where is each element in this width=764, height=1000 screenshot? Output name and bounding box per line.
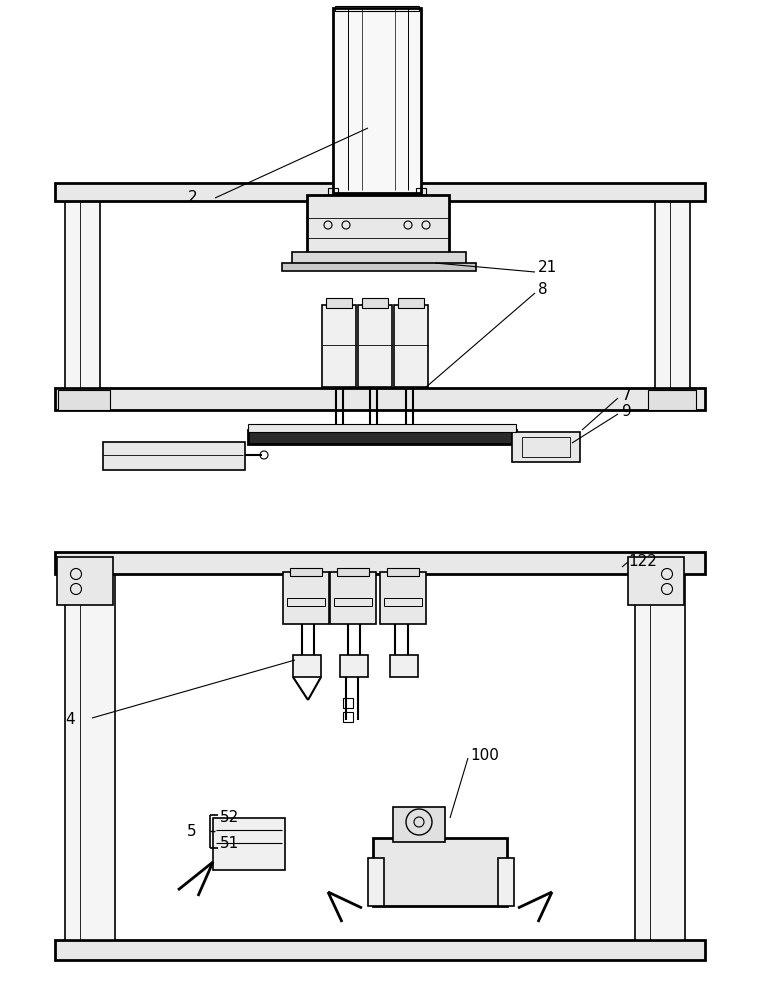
Bar [283, 572, 329, 624]
Bar [362, 298, 388, 308]
Bar [55, 183, 705, 201]
Bar [334, 598, 372, 606]
Bar [380, 572, 426, 624]
Bar [55, 940, 705, 960]
Text: 21: 21 [538, 260, 557, 275]
Bar [390, 655, 418, 677]
Bar [635, 570, 685, 940]
Bar [322, 305, 356, 387]
Text: 100: 100 [470, 748, 499, 762]
Bar [58, 390, 110, 410]
Bar [628, 557, 684, 605]
Bar [282, 263, 476, 271]
Bar [393, 807, 445, 842]
Bar [340, 655, 368, 677]
Text: 5: 5 [186, 824, 196, 838]
Bar [65, 195, 100, 388]
Bar [343, 712, 353, 722]
Text: 7: 7 [622, 387, 632, 402]
Bar [57, 557, 113, 605]
Bar [213, 818, 285, 870]
Bar [498, 858, 514, 906]
Bar [248, 424, 516, 432]
Bar [248, 430, 516, 444]
Bar [333, 8, 421, 193]
Bar [103, 442, 245, 470]
Text: 9: 9 [622, 404, 632, 420]
Text: 8: 8 [538, 282, 548, 298]
Bar [522, 437, 570, 457]
Bar [290, 568, 322, 576]
Text: 51: 51 [220, 836, 239, 850]
Bar [330, 572, 376, 624]
Bar [337, 568, 369, 576]
Bar [416, 188, 426, 202]
Text: 2: 2 [188, 190, 198, 206]
Bar [55, 552, 705, 574]
Bar [65, 570, 115, 940]
Bar [398, 298, 424, 308]
Text: 122: 122 [628, 554, 657, 570]
Bar [387, 568, 419, 576]
Bar [343, 698, 353, 708]
Text: 4: 4 [65, 712, 75, 728]
Bar [326, 298, 352, 308]
Bar [512, 432, 580, 462]
Bar [328, 188, 338, 202]
Bar [335, 6, 419, 11]
Bar [368, 858, 384, 906]
Bar [293, 655, 321, 677]
Bar [384, 598, 422, 606]
Bar [292, 252, 466, 266]
Bar [648, 390, 696, 410]
Bar [287, 598, 325, 606]
Bar [373, 838, 507, 906]
Text: 52: 52 [220, 810, 239, 826]
Bar [55, 388, 705, 410]
Bar [358, 305, 392, 387]
Bar [655, 195, 690, 388]
Bar [307, 195, 449, 255]
Bar [394, 305, 428, 387]
